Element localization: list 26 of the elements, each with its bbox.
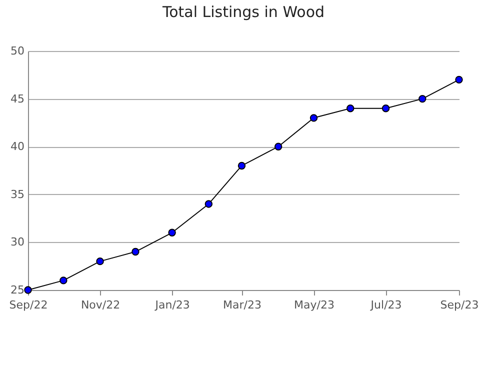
x-tick-label: Mar/23 bbox=[222, 298, 262, 312]
x-tick-label: Jul/23 bbox=[370, 298, 402, 312]
y-tick-label: 40 bbox=[10, 140, 24, 154]
x-tick-label: Jan/23 bbox=[154, 298, 190, 312]
point bbox=[204, 200, 213, 208]
y-tick-label: 50 bbox=[10, 44, 24, 58]
y-tick-label: 45 bbox=[10, 92, 24, 106]
y-tick-label: 25 bbox=[10, 284, 24, 296]
y-tick-label: 30 bbox=[10, 236, 24, 249]
point bbox=[96, 257, 104, 266]
y-tick-label: 35 bbox=[10, 188, 24, 201]
x-tick-label: May/23 bbox=[294, 298, 334, 312]
point bbox=[274, 142, 282, 150]
point bbox=[132, 248, 140, 256]
chart-title: Total Listings in Wood bbox=[161, 3, 325, 21]
x-tick-label: Nov/22 bbox=[80, 298, 120, 312]
x-tick-label: Sep/22 bbox=[9, 298, 48, 312]
point bbox=[346, 104, 354, 112]
point bbox=[455, 76, 463, 84]
point bbox=[168, 228, 176, 236]
point bbox=[418, 94, 426, 103]
x-tick-label: Sep/23 bbox=[440, 298, 479, 312]
point bbox=[60, 276, 68, 284]
point bbox=[310, 114, 318, 122]
point bbox=[382, 104, 390, 112]
point bbox=[238, 162, 246, 170]
